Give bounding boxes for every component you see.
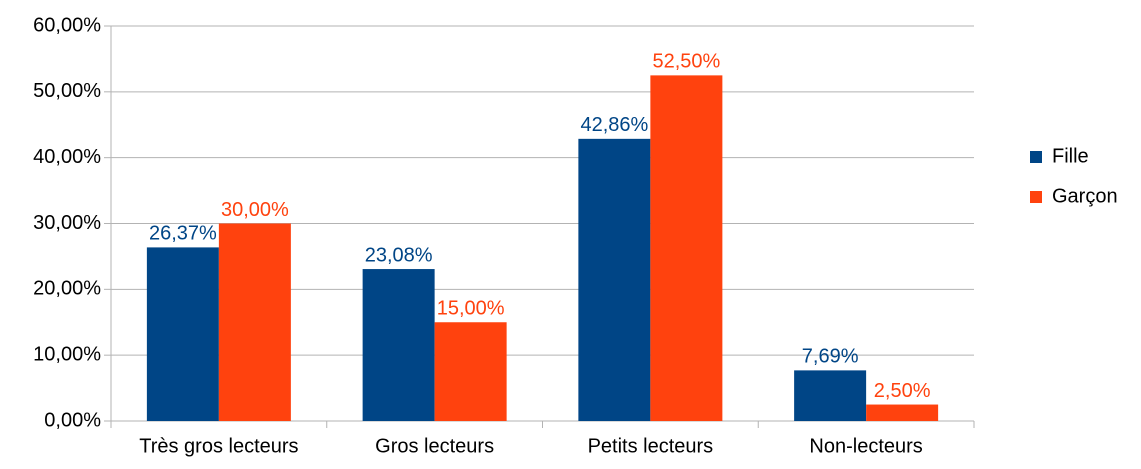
x-tick-label: Très gros lecteurs bbox=[139, 435, 298, 457]
value-label: 23,08% bbox=[365, 244, 433, 266]
bar bbox=[794, 370, 867, 421]
bar bbox=[650, 75, 723, 421]
bar bbox=[866, 404, 939, 421]
legend-label: Fille bbox=[1052, 145, 1089, 167]
y-tick-label: 10,00% bbox=[33, 343, 101, 365]
bar bbox=[218, 223, 291, 421]
value-label: 15,00% bbox=[437, 298, 505, 320]
legend-swatch bbox=[1030, 191, 1042, 203]
legend-label: Garçon bbox=[1052, 185, 1118, 207]
value-label: 2,50% bbox=[874, 380, 931, 402]
value-label: 52,50% bbox=[652, 51, 720, 73]
y-tick-label: 30,00% bbox=[33, 212, 101, 234]
y-tick-label: 60,00% bbox=[33, 14, 101, 36]
bar bbox=[362, 269, 435, 421]
bar bbox=[578, 138, 651, 422]
y-tick-label: 0,00% bbox=[44, 409, 101, 431]
value-label: 42,86% bbox=[580, 114, 648, 136]
y-tick-label: 50,00% bbox=[33, 80, 101, 102]
value-label: 7,69% bbox=[802, 346, 859, 368]
y-tick-label: 20,00% bbox=[33, 278, 101, 300]
x-tick-label: Petits lecteurs bbox=[588, 435, 714, 457]
bar bbox=[146, 247, 219, 421]
value-label: 30,00% bbox=[221, 199, 289, 221]
bar bbox=[434, 322, 507, 421]
x-tick-label: Gros lecteurs bbox=[375, 435, 494, 457]
y-tick-label: 40,00% bbox=[33, 146, 101, 168]
x-tick-label: Non-lecteurs bbox=[809, 435, 922, 457]
value-label: 26,37% bbox=[149, 223, 217, 245]
legend-swatch bbox=[1030, 151, 1042, 163]
